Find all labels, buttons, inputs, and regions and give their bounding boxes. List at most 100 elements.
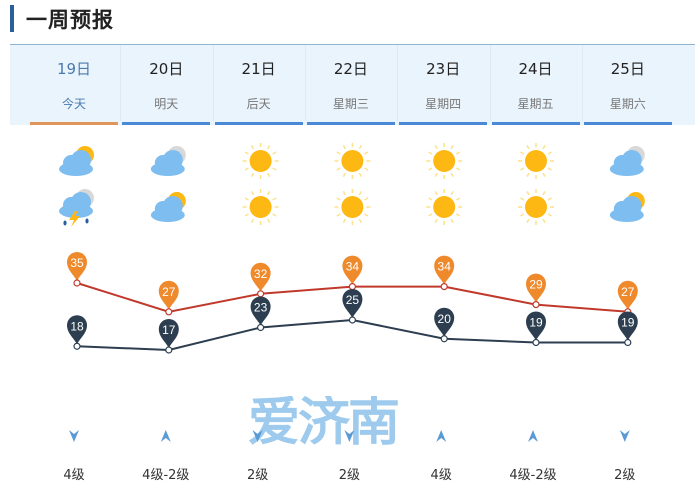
tab-day-7[interactable]: 25日 星期六 (583, 45, 672, 125)
high-temp-label: 32 (254, 267, 268, 281)
sunny-icon (426, 143, 463, 179)
high-temp-point (165, 308, 173, 316)
low-temp-point (257, 323, 265, 332)
low-temp-point (440, 335, 448, 343)
day-date: 20日 (149, 60, 184, 78)
low-temp-label: 20 (438, 312, 452, 326)
tab-underline (399, 122, 488, 125)
wind-level: 2级 (246, 468, 269, 483)
day-date: 24日 (518, 60, 553, 78)
tab-day-6[interactable]: 24日 星期五 (491, 45, 580, 125)
sunny-icon (242, 189, 279, 225)
day-label: 明天 (154, 97, 179, 111)
high-temp-point (440, 283, 448, 291)
tab-day-5[interactable]: 23日 星期四 (399, 45, 488, 125)
high-temp-marker: 34 (342, 255, 363, 285)
wind-level: 2级 (338, 468, 361, 483)
day-date: 19日 (56, 60, 92, 78)
sunny-icon (334, 189, 371, 225)
low-temp-marker: 19 (617, 311, 638, 341)
cloudy-icon (150, 146, 186, 176)
day-date: 23日 (426, 60, 461, 78)
high-temp-marker: 29 (526, 273, 546, 303)
page-title: 一周预报 (26, 8, 114, 32)
low-temp-label: 17 (162, 323, 176, 337)
high-temp-label: 29 (529, 278, 543, 292)
tab-divider (397, 45, 399, 121)
sunny-icon (426, 189, 463, 225)
high-temp-marker: 35 (66, 251, 88, 281)
wind-direction-up-icon (436, 430, 447, 442)
tab-underline (30, 122, 118, 125)
high-temp-label: 34 (438, 260, 452, 274)
wind-direction-down-icon (619, 430, 630, 442)
sunny-icon (518, 143, 554, 179)
partly-cloudy-icon (609, 192, 645, 222)
tab-day-3[interactable]: 21日 后天 (214, 45, 303, 125)
sunny-icon (242, 143, 279, 179)
tab-day-2[interactable]: 20日 明天 (122, 45, 211, 125)
low-temp-label: 19 (621, 316, 635, 330)
low-temp-label: 19 (529, 316, 543, 330)
high-temp-label: 35 (70, 256, 84, 270)
thunderstorm-icon (59, 189, 94, 227)
day-label: 星期六 (609, 97, 646, 111)
sunny-icon (334, 143, 371, 179)
high-temp-marker: 27 (158, 280, 179, 310)
low-temp-point (73, 342, 81, 350)
high-temp-label: 27 (621, 285, 635, 299)
low-temp-marker: 17 (158, 319, 179, 348)
high-temp-marker: 32 (250, 262, 271, 292)
partly-cloudy-icon (150, 192, 186, 222)
wind-level: 4级-2级 (509, 468, 557, 483)
wind-direction-down-icon (69, 430, 79, 442)
low-temp-point (165, 346, 173, 354)
low-temp-point (532, 338, 540, 347)
wind-level: 4级 (63, 468, 85, 483)
day-date: 25日 (610, 60, 645, 78)
title-accent-bar (10, 5, 14, 32)
low-temp-label: 18 (70, 319, 84, 333)
wind-direction-down-icon (344, 430, 355, 442)
day-date: 22日 (333, 60, 368, 78)
high-temp-point (257, 290, 265, 298)
high-temp-point (73, 279, 81, 287)
low-temp-point (348, 316, 356, 324)
low-temp-label: 25 (346, 293, 360, 307)
low-temp-marker: 19 (526, 311, 546, 341)
wind-direction-down-icon (252, 430, 263, 442)
day-label: 今天 (61, 97, 86, 111)
tab-divider (120, 45, 122, 121)
day-date: 21日 (241, 60, 276, 78)
high-temp-point (348, 283, 356, 291)
wind-direction-up-icon (528, 430, 538, 442)
high-temp-marker: 34 (434, 255, 455, 285)
tab-underline (491, 122, 580, 125)
partly-cloudy-icon (59, 146, 94, 176)
day-label: 星期三 (332, 97, 369, 111)
low-temp-label: 23 (254, 301, 268, 315)
low-temp-marker: 25 (342, 289, 363, 318)
tab-day-4[interactable]: 22日 星期三 (306, 45, 395, 125)
cloudy-icon (609, 146, 645, 176)
wind-level: 2级 (614, 468, 636, 483)
wind-level: 4级 (430, 468, 452, 483)
low-temp-marker: 20 (434, 307, 455, 337)
high-temp-label: 34 (346, 260, 360, 274)
tab-underline (122, 122, 211, 125)
day-label: 星期五 (517, 97, 554, 111)
day-label: 星期四 (425, 97, 462, 111)
day-tabs: 19日 今天 20日 明天 21日 后天 22日 星期三 23日 星期四 24日… (10, 44, 695, 125)
tab-underline (214, 122, 303, 125)
tab-divider (212, 45, 214, 121)
tab-divider (489, 45, 491, 121)
day-label: 后天 (246, 97, 271, 111)
low-temp-marker: 18 (66, 315, 88, 345)
low-temp-marker: 23 (250, 296, 271, 326)
high-temp-marker: 27 (617, 280, 638, 310)
wind-direction-up-icon (160, 430, 171, 442)
tab-underline (306, 122, 395, 125)
low-temp-point (624, 338, 632, 347)
tab-day-1[interactable]: 19日 今天 (30, 45, 118, 125)
